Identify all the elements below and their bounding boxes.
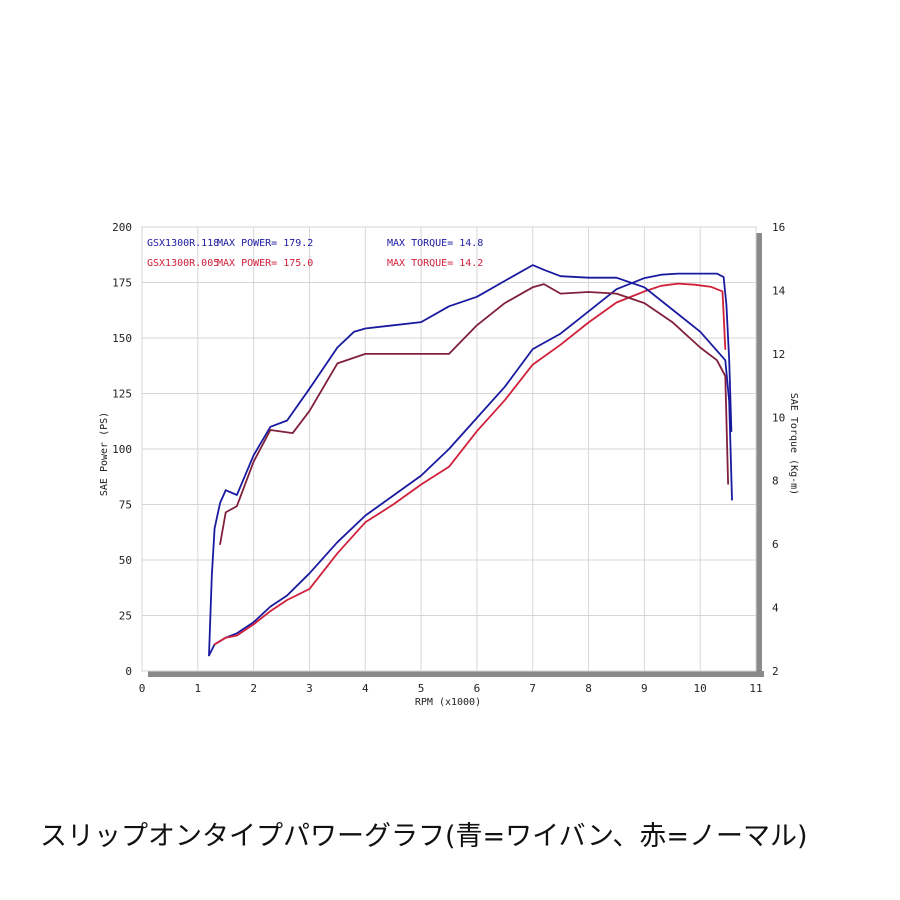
grid bbox=[141, 226, 757, 672]
y2-tick-label: 2 bbox=[772, 665, 779, 678]
y-tick-label: 150 bbox=[112, 332, 132, 345]
x-tick-label: 2 bbox=[250, 682, 257, 695]
y-tick-label: 25 bbox=[119, 610, 132, 623]
x-axis-label: RPM (x1000) bbox=[415, 697, 481, 708]
left-y-axis: 0 25 50 75 100 125 150 175 200 bbox=[112, 221, 132, 678]
max-power-label: MAX POWER= 175.0 bbox=[217, 258, 313, 269]
plot-shadow-right bbox=[756, 233, 762, 677]
run-name-label: GSX1300R.005 bbox=[147, 258, 219, 269]
x-axis: 0 1 2 3 4 5 6 7 8 9 10 11 bbox=[139, 682, 763, 695]
x-tick-label: 0 bbox=[139, 682, 146, 695]
y2-tick-label: 14 bbox=[772, 284, 786, 297]
run-name-label: GSX1300R.118 bbox=[147, 238, 219, 249]
chart-caption: スリップオンタイプパワーグラフ(青=ワイバン、赤=ノーマル) bbox=[40, 821, 808, 852]
torque-curve-red bbox=[219, 283, 729, 545]
plot-shadow bbox=[141, 226, 764, 677]
max-torque-label: MAX TORQUE= 14.2 bbox=[387, 258, 483, 269]
y-tick-label: 0 bbox=[125, 665, 132, 678]
x-tick-label: 9 bbox=[641, 682, 648, 695]
y2-tick-label: 10 bbox=[772, 411, 785, 424]
right-y-axis: 2 4 6 8 10 12 14 16 bbox=[772, 221, 786, 678]
y2-axis-label: SAE Torque (Kg-m) bbox=[788, 393, 799, 495]
y2-tick-label: 8 bbox=[772, 475, 779, 488]
y2-tick-label: 4 bbox=[772, 602, 779, 615]
y2-tick-label: 6 bbox=[772, 538, 779, 551]
x-tick-label: 4 bbox=[362, 682, 369, 695]
series-lines bbox=[208, 264, 733, 657]
x-tick-label: 8 bbox=[585, 682, 592, 695]
max-power-label: MAX POWER= 179.2 bbox=[217, 238, 313, 249]
y-axis-label: SAE Power (PS) bbox=[99, 412, 110, 496]
x-tick-label: 3 bbox=[306, 682, 313, 695]
y-tick-label: 75 bbox=[119, 499, 132, 512]
y-tick-label: 200 bbox=[112, 221, 132, 234]
x-tick-label: 1 bbox=[195, 682, 202, 695]
y-tick-label: 50 bbox=[119, 554, 132, 567]
x-tick-label: 6 bbox=[474, 682, 481, 695]
max-torque-label: MAX TORQUE= 14.8 bbox=[387, 238, 483, 249]
x-tick-label: 11 bbox=[749, 682, 762, 695]
y-tick-label: 125 bbox=[112, 388, 132, 401]
torque-curve-blue bbox=[208, 264, 733, 656]
plot-shadow-bottom bbox=[148, 671, 764, 677]
x-tick-label: 7 bbox=[529, 682, 536, 695]
y2-tick-label: 12 bbox=[772, 348, 785, 361]
y-tick-label: 175 bbox=[112, 277, 132, 290]
power-curve-red bbox=[213, 282, 727, 646]
power-curve-blue bbox=[208, 272, 733, 657]
y2-tick-label: 16 bbox=[772, 221, 785, 234]
x-tick-label: 10 bbox=[694, 682, 707, 695]
y-tick-label: 100 bbox=[112, 443, 132, 456]
x-tick-label: 5 bbox=[418, 682, 425, 695]
